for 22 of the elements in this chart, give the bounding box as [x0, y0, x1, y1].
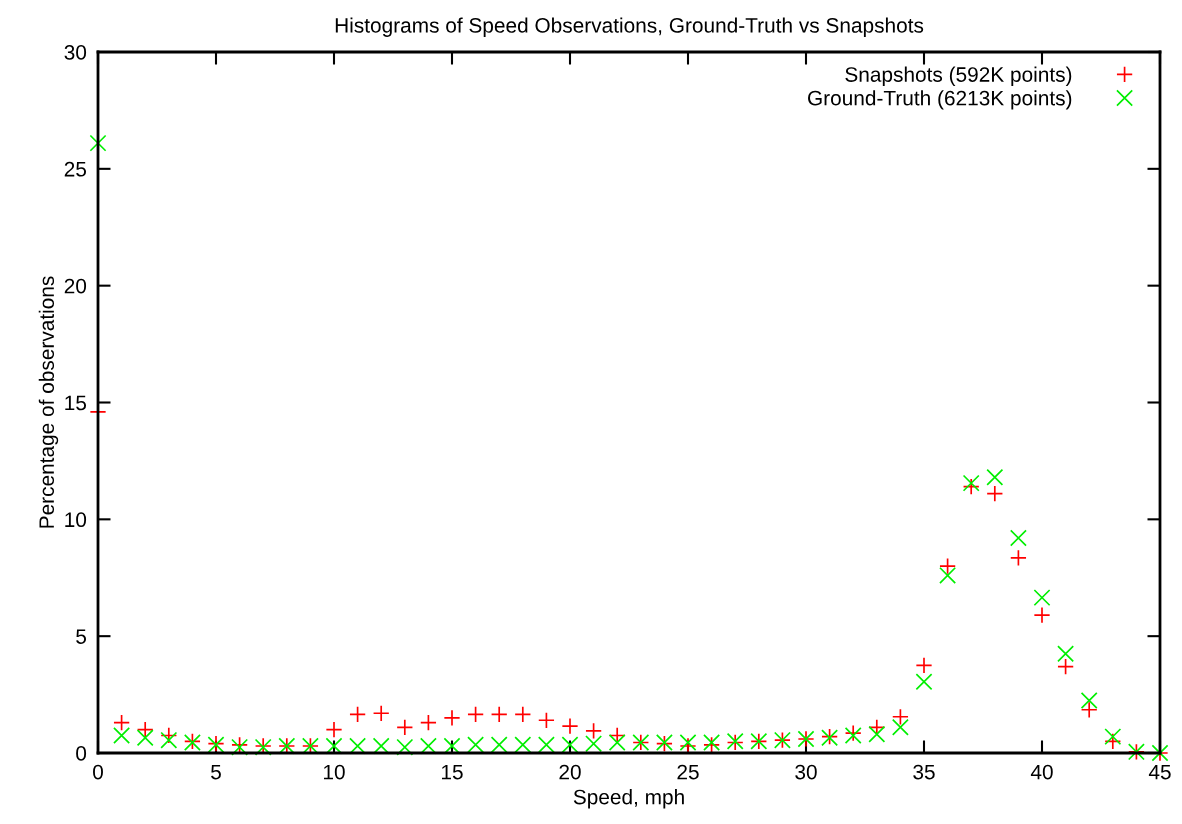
x-tick-label: 0	[93, 764, 103, 780]
y-tick-label: 20	[64, 278, 87, 294]
x-tick-label: 10	[324, 764, 345, 780]
x-tick-label: 35	[913, 764, 935, 780]
y-tick-label: 25	[64, 161, 87, 177]
x-tick-label: 40	[1030, 764, 1053, 780]
x-tick-label: 20	[559, 764, 581, 780]
x-tick-label: 45	[1148, 764, 1171, 780]
x-tick-label: 30	[795, 764, 817, 780]
legend-label: Snapshots (592K points)	[845, 66, 1072, 86]
x-tick-label: 25	[677, 764, 699, 780]
chart-title: Histograms of Speed Observations, Ground-Truth vs Snapshots	[335, 17, 924, 37]
y-tick-label: 5	[76, 629, 87, 644]
y-tick-label: 15	[65, 395, 87, 411]
x-tick-label: 5	[211, 764, 221, 780]
x-tick-label: 15	[442, 764, 463, 780]
x-axis-title: Speed, mph	[573, 789, 684, 809]
y-axis-title: Percentage of observations	[38, 276, 59, 528]
legend-label: Ground-Truth (6213K points)	[808, 90, 1072, 110]
y-tick-label: 10	[65, 512, 87, 528]
y-tick-label: 0	[76, 746, 87, 761]
y-tick-label: 30	[64, 45, 87, 60]
